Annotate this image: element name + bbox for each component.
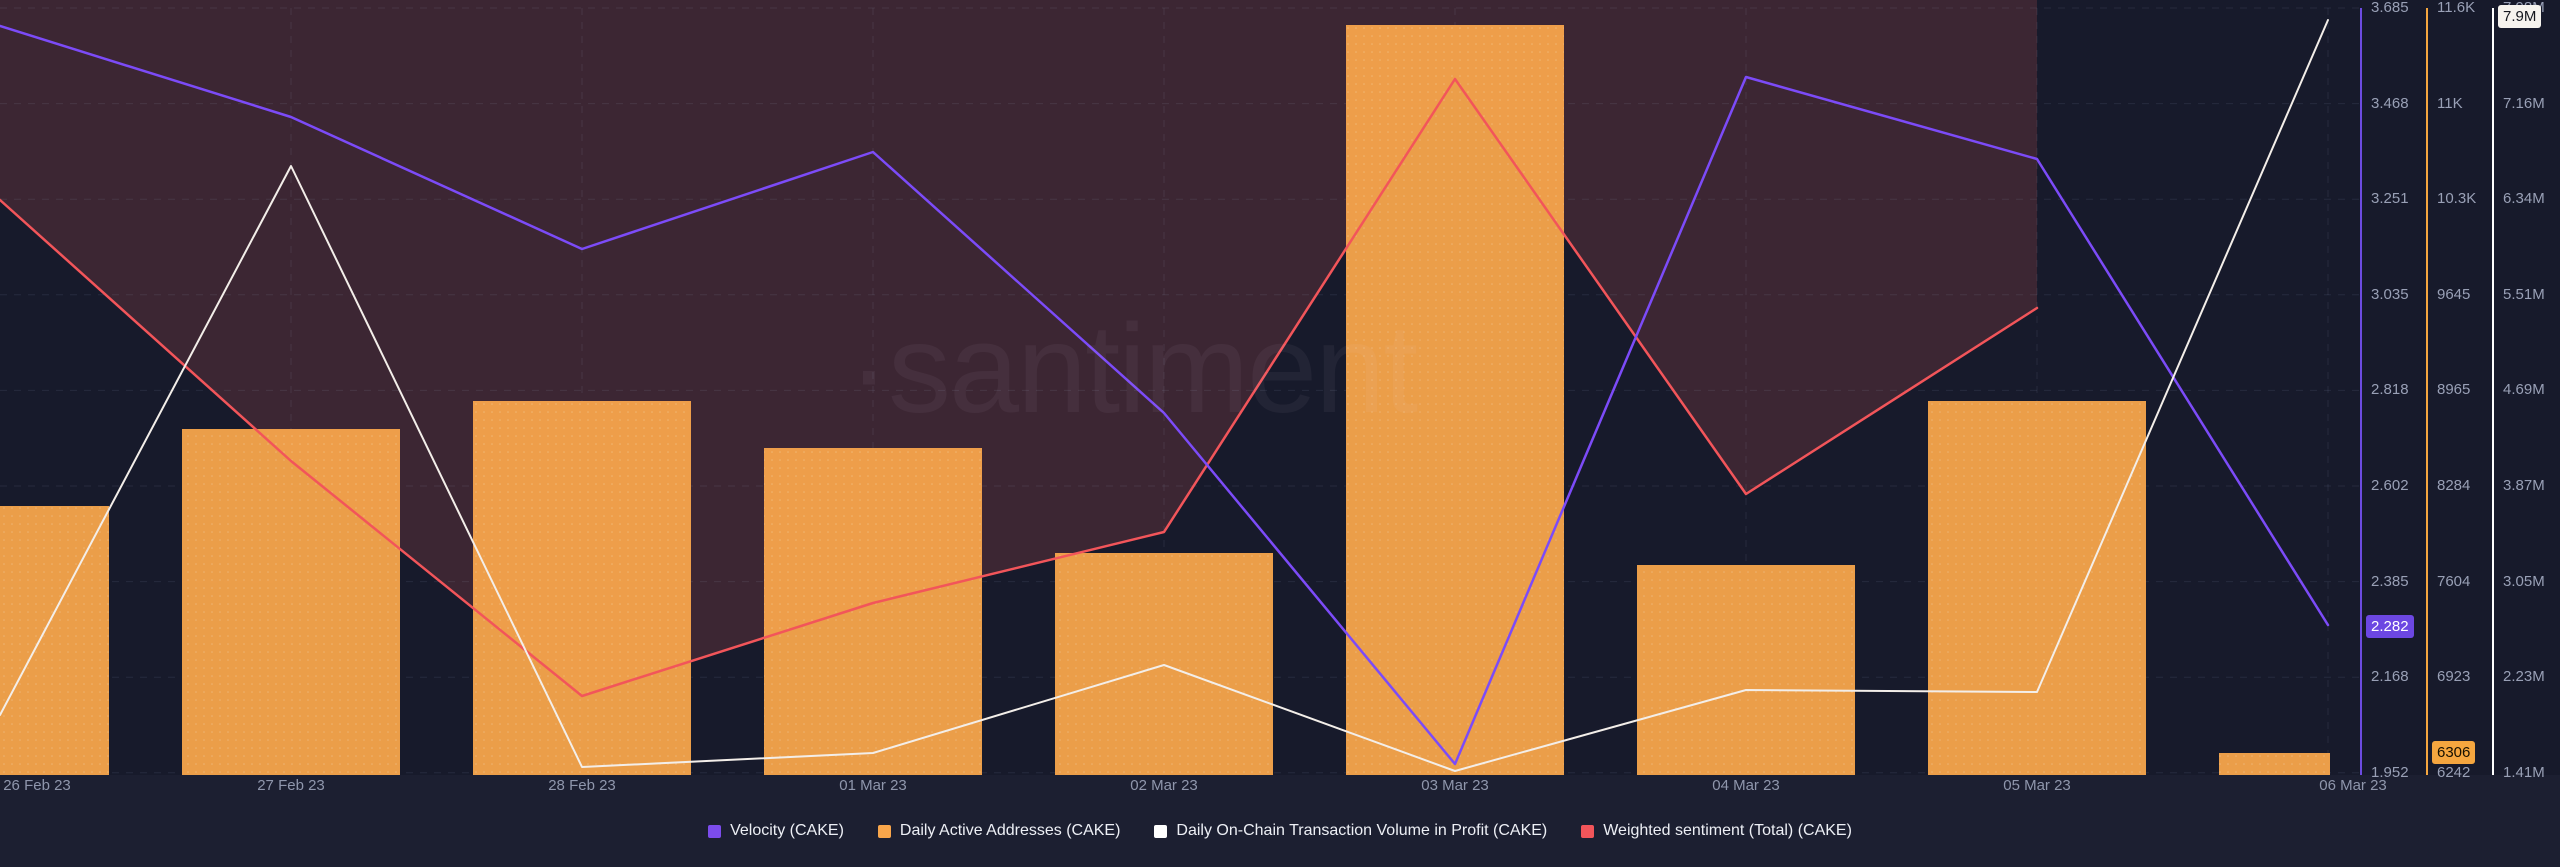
y-axis-label-volume: 5.51M xyxy=(2503,285,2545,303)
x-axis-label: 05 Mar 23 xyxy=(2003,777,2071,794)
addresses-last-value-badge: 6306 xyxy=(2432,741,2476,764)
bar-daily-active-addresses[interactable] xyxy=(1637,565,1855,775)
y-axis-label-volume: 1.41M xyxy=(2503,763,2545,781)
x-axis: 26 Feb 23 27 Feb 23 28 Feb 23 01 Mar 23 02 M… xyxy=(0,777,2560,797)
y-axis-label-volume: 6.34M xyxy=(2503,190,2545,208)
legend-label: Weighted sentiment (Total) (CAKE) xyxy=(1603,822,1852,839)
y-axis-label-velocity: 3.468 xyxy=(2371,94,2409,112)
y-axis-label-velocity: 2.385 xyxy=(2371,572,2409,590)
bar-daily-active-addresses[interactable] xyxy=(473,401,691,775)
chart-legend: Velocity (CAKE) Daily Active Addresses (C… xyxy=(0,822,2560,840)
legend-label: Velocity (CAKE) xyxy=(730,822,844,839)
chart-canvas[interactable] xyxy=(0,0,2560,800)
velocity-last-value-badge: 2.282 xyxy=(2366,615,2414,638)
y-axis-label-velocity: 3.685 xyxy=(2371,0,2409,16)
y-axis-addresses: 11.6K 11K 10.3K 9645 8965 8284 7604 6923 6242 xyxy=(2437,0,2507,800)
legend-item[interactable]: Daily Active Addresses (CAKE) xyxy=(877,822,1121,840)
y-axis-label-velocity: 1.952 xyxy=(2371,763,2409,781)
y-axis-label-volume: 3.05M xyxy=(2503,572,2545,590)
y-axis-label-volume: 4.69M xyxy=(2503,381,2545,399)
legend-item[interactable]: Daily On-Chain Transaction Volume in Pro… xyxy=(1154,822,1547,840)
y-axis-label-volume: 3.87M xyxy=(2503,477,2545,494)
y-axis-label-velocity: 2.818 xyxy=(2371,381,2409,399)
y-axis-label-addresses: 8284 xyxy=(2437,477,2471,494)
legend-item[interactable]: Velocity (CAKE) xyxy=(708,822,844,840)
series-lines xyxy=(0,19,2330,772)
y-axis-label-volume: 7.16M xyxy=(2503,94,2545,112)
y-axis-label-addresses: 10.3K xyxy=(2437,190,2477,208)
y-axis-label-addresses: 11.6K xyxy=(2437,0,2476,16)
x-axis-label: 28 Feb 23 xyxy=(548,777,616,794)
y-axis-label-addresses: 11K xyxy=(2437,94,2463,112)
y-axis-label-velocity: 3.251 xyxy=(2371,190,2409,208)
y-axis-volume: 7.98M7.16M6.34M5.51M4.69M3.87M3.05M2.23M… xyxy=(2503,0,2560,800)
bar-daily-active-addresses[interactable] xyxy=(764,448,982,775)
legend-item[interactable]: Weighted sentiment (Total) (CAKE) xyxy=(1581,822,1852,840)
y-axis-label-velocity: 2.602 xyxy=(2371,477,2409,494)
chart-plot-area[interactable]: ·santiment xyxy=(0,0,2560,775)
bar-daily-active-addresses[interactable] xyxy=(1346,25,1564,775)
y-axis-label-velocity: 3.035 xyxy=(2371,285,2409,303)
y-axis-label-addresses: 8965 xyxy=(2437,381,2471,399)
bar-daily-active-addresses[interactable] xyxy=(1928,401,2146,775)
legend-swatch-icon xyxy=(1154,824,1168,838)
x-axis-label: 26 Feb 23 xyxy=(3,777,71,794)
x-axis-label: 01 Mar 23 xyxy=(839,777,907,794)
legend-swatch-icon xyxy=(877,824,891,838)
bar-daily-active-addresses[interactable] xyxy=(0,506,109,775)
legend-swatch-icon xyxy=(708,824,722,838)
y-axis-label-addresses: 6923 xyxy=(2437,668,2471,686)
legend-label: Daily On-Chain Transaction Volume in Pro… xyxy=(1176,822,1548,839)
y-axis-label-addresses: 6242 xyxy=(2437,763,2471,781)
x-axis-label: 06 Mar 23 xyxy=(2319,777,2387,794)
x-axis-label: 03 Mar 23 xyxy=(1421,777,1489,794)
x-axis-label: 27 Feb 23 xyxy=(257,777,325,794)
bar-daily-active-addresses[interactable] xyxy=(2219,753,2437,775)
y-axis-label-addresses: 9645 xyxy=(2437,285,2471,303)
y-axis-label-addresses: 7604 xyxy=(2437,572,2471,590)
legend-swatch-icon xyxy=(1581,824,1595,838)
bar-daily-active-addresses[interactable] xyxy=(182,429,400,775)
y-axis-velocity: 3.685 3.468 3.251 3.035 2.818 2.602 2.385 2.168… xyxy=(2371,0,2441,800)
x-axis-label: 04 Mar 23 xyxy=(1712,777,1780,794)
y-axis-label-velocity: 2.168 xyxy=(2371,668,2409,686)
volume-last-value-badge: 7.9M xyxy=(2498,5,2542,28)
legend-label: Daily Active Addresses (CAKE) xyxy=(899,822,1121,839)
x-axis-label: 02 Mar 23 xyxy=(1130,777,1198,794)
y-axis-label-volume: 2.23M xyxy=(2503,668,2545,686)
